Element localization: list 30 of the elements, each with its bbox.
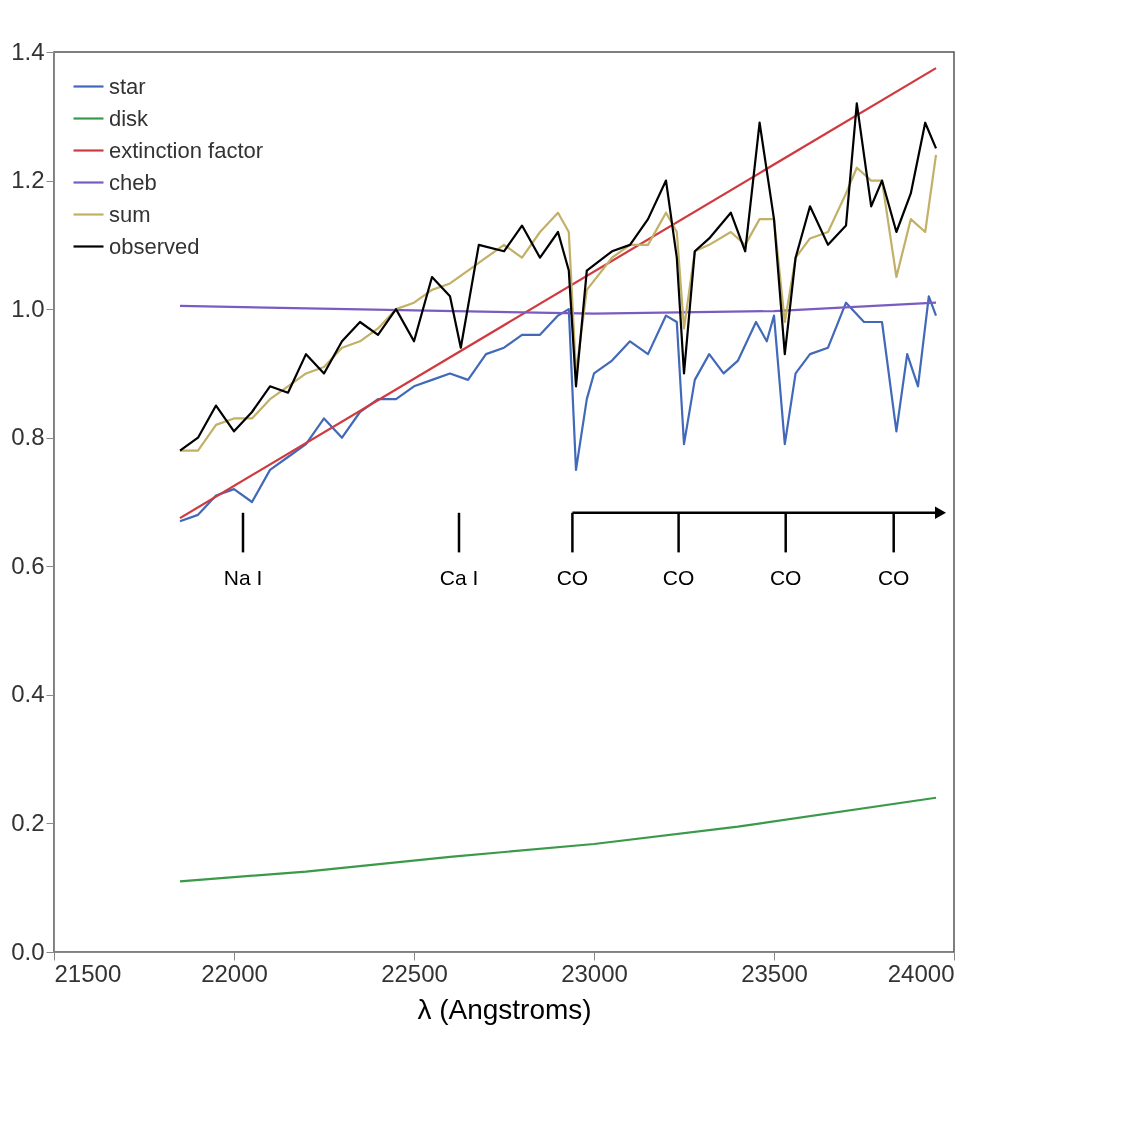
x-tick-label: 22000 <box>201 959 268 987</box>
y-tick-label: 1.2 <box>11 166 45 194</box>
legend-label: extinction factor <box>109 137 264 163</box>
y-tick-label: 0.2 <box>11 808 45 836</box>
x-tick-label: 22500 <box>381 959 448 987</box>
annotation: Na I <box>223 565 263 589</box>
annotation: CO <box>662 565 695 589</box>
x-tick-label: 23500 <box>741 959 808 987</box>
x-axis-title: λ (Angstroms) <box>417 993 592 1025</box>
y-tick-label: 1.4 <box>11 37 45 65</box>
x-tick-label: 21500 <box>54 959 122 987</box>
x-tick-label: 24000 <box>887 959 955 987</box>
legend-label: observed <box>109 233 200 259</box>
y-tick-label: 0.4 <box>11 680 45 708</box>
line-series <box>178 295 938 523</box>
line-series <box>178 301 938 315</box>
legend-label: cheb <box>109 169 157 195</box>
y-tick-label: 0.8 <box>11 423 45 451</box>
y-tick-label: 1.0 <box>11 294 45 322</box>
annotation: Ca I <box>439 565 479 589</box>
annotation: CO <box>769 565 802 589</box>
y-tick-label: 0.6 <box>11 551 45 579</box>
legend-label: star <box>109 73 146 99</box>
legend-label: sum <box>109 201 151 227</box>
annotation: CO <box>556 565 589 589</box>
y-tick-label: 0.0 <box>11 937 45 965</box>
legend-label: disk <box>109 105 150 131</box>
x-tick-label: 23000 <box>561 959 628 987</box>
annotation: CO <box>877 565 910 589</box>
line-series <box>178 796 938 883</box>
